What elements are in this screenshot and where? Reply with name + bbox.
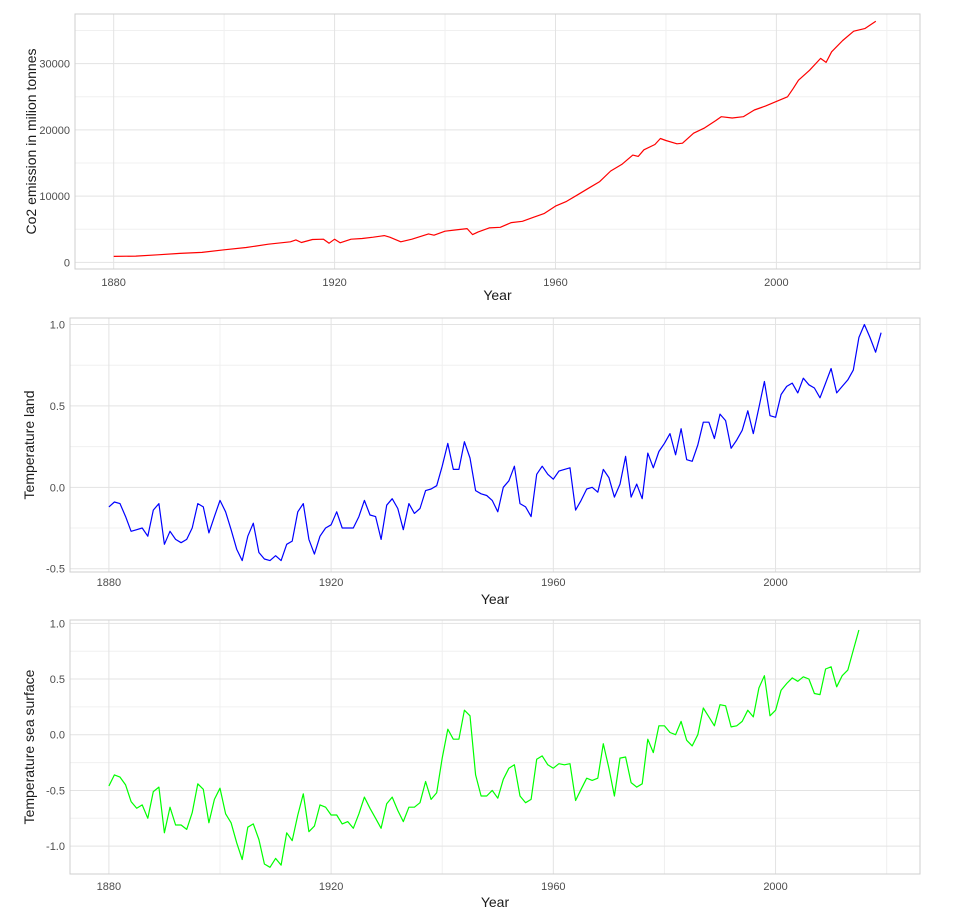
x-tick-label: 1960 (541, 881, 565, 893)
x-tick-label: 2000 (763, 881, 787, 893)
x-tick-label: 1960 (543, 277, 567, 289)
chart-panel-sea: 1880 1920 1960 2000 -1.0 -0.5 0.0 0.5 1.0 Year Tem… (21, 618, 921, 910)
x-tick-label: 1880 (97, 577, 121, 589)
y-axis-title: Co2 emission in milion tonnes (23, 49, 39, 235)
x-tick-label: 1920 (322, 277, 346, 289)
x-tick-label: 1880 (101, 277, 125, 289)
y-tick-label: 20000 (39, 125, 70, 137)
y-axis-title: Temperature land (21, 391, 37, 500)
panel-border (69, 619, 921, 875)
series-line-land (108, 323, 882, 562)
x-axis-title: Year (483, 287, 512, 303)
series-line-sea (108, 629, 860, 868)
y-tick-label: 0 (64, 257, 70, 269)
series-line-co2 (113, 20, 877, 257)
chart-panel-land: 1880 1920 1960 2000 -0.5 0.0 0.5 1.0 Year Tempera… (21, 317, 921, 607)
y-tick-label: 0.0 (50, 482, 65, 494)
x-tick-label: 2000 (763, 577, 787, 589)
y-tick-label: 1.0 (50, 320, 65, 332)
x-tick-label: 2000 (764, 277, 788, 289)
y-tick-label: -1.0 (46, 841, 65, 853)
y-tick-label: -0.5 (46, 785, 65, 797)
panel-border (69, 317, 921, 573)
y-tick-label: 0.5 (50, 674, 65, 686)
y-tick-label: 30000 (39, 59, 70, 71)
x-axis-title: Year (481, 894, 510, 910)
x-tick-label: 1920 (319, 577, 343, 589)
y-tick-label: -0.5 (46, 564, 65, 576)
x-tick-label: 1880 (97, 881, 121, 893)
chart-panel-co2: 1880 1920 1960 20000100002000030000YearCo2 … (23, 13, 921, 303)
x-axis-title: Year (481, 591, 510, 607)
y-axis-title: Temperature sea surface (21, 669, 37, 824)
y-tick-label: 1.0 (50, 618, 65, 630)
y-tick-label: 0.0 (50, 730, 65, 742)
panel-border (74, 13, 921, 270)
x-tick-label: 1960 (541, 577, 565, 589)
y-tick-label: 10000 (39, 191, 70, 203)
x-tick-label: 1920 (319, 881, 343, 893)
y-tick-label: 0.5 (50, 401, 65, 413)
